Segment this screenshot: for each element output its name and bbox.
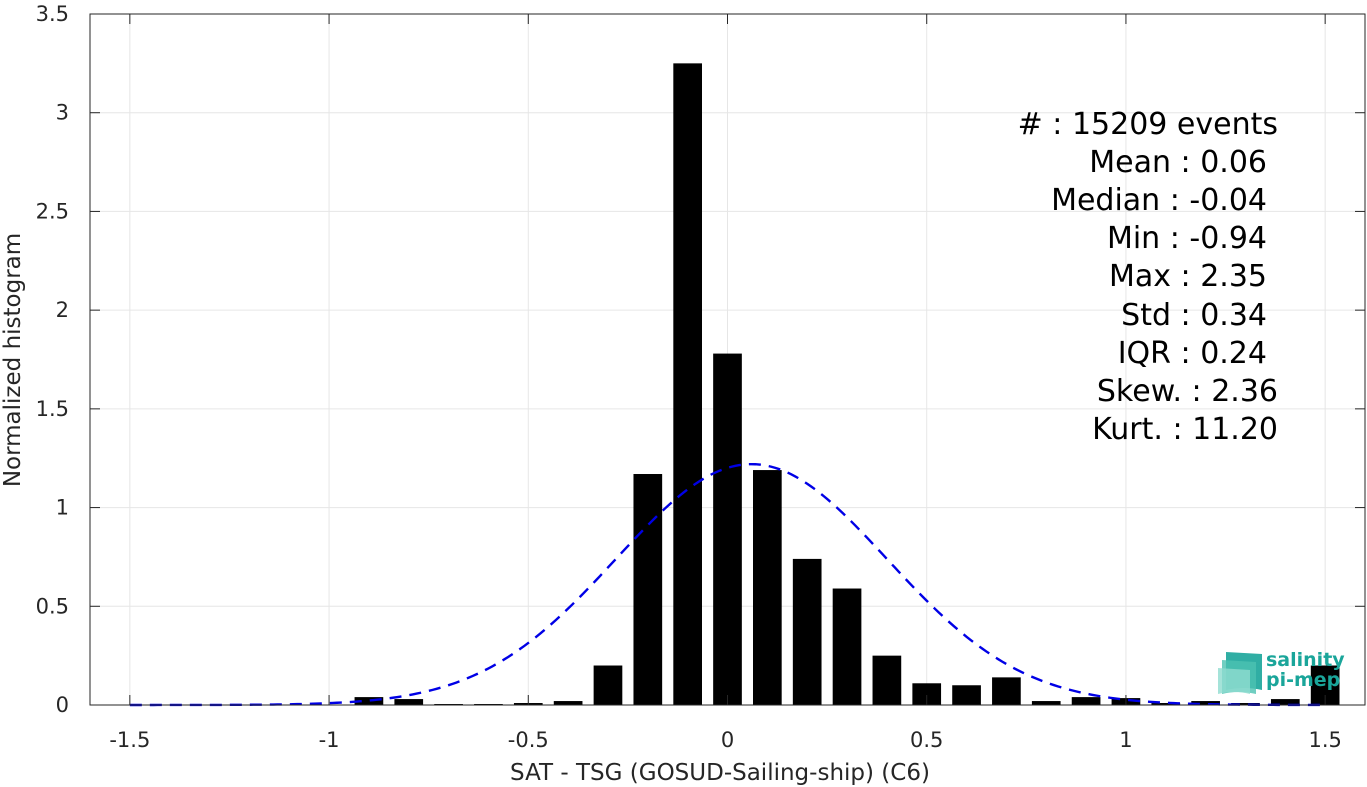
- histogram-bars: [354, 63, 1340, 706]
- x-axis-title: SAT - TSG (GOSUD-Sailing-ship) (C6): [510, 760, 930, 786]
- histogram-bar: [1031, 701, 1061, 705]
- histogram-bar: [673, 63, 702, 706]
- stats-skew: Skew. : 2.36: [1097, 374, 1278, 409]
- histogram-bar: [753, 470, 782, 705]
- histogram-bar: [912, 683, 942, 705]
- y-axis-title: Normalized histogram: [0, 233, 26, 487]
- stats-median: Median : -0.04: [1051, 183, 1267, 218]
- stats-kurt: Kurt. : 11.20: [1092, 412, 1278, 447]
- histogram-bar: [832, 588, 862, 705]
- y-tick-label: 3.5: [36, 2, 69, 26]
- x-tick-label: 1.5: [1308, 728, 1341, 752]
- histogram-bar: [354, 697, 384, 705]
- stats-mean: Mean : 0.06: [1089, 145, 1267, 180]
- y-tick-label: 0.5: [36, 594, 69, 618]
- histogram-bar: [394, 699, 424, 705]
- logo-line1: salinity: [1266, 649, 1345, 671]
- histogram-bar: [1151, 703, 1181, 705]
- logo-line2: pi-mep: [1266, 669, 1340, 691]
- stats-std: Std : 0.34: [1121, 298, 1267, 333]
- stats-max: Max : 2.35: [1109, 259, 1267, 294]
- x-tick-label: -0.5: [508, 728, 549, 752]
- stats-box: # : 15209 events Mean : 0.06 Median : -0…: [1018, 107, 1278, 447]
- histogram-bar: [1270, 699, 1300, 705]
- histogram-bar: [952, 685, 981, 705]
- stats-iqr: IQR : 0.24: [1118, 336, 1267, 371]
- histogram-bar: [792, 558, 822, 705]
- stats-min: Min : -0.94: [1107, 221, 1267, 256]
- wave-icon: [1218, 652, 1262, 694]
- histogram-bar: [1231, 703, 1260, 705]
- stats-events: # : 15209 events: [1018, 107, 1278, 142]
- histogram-bar: [1071, 697, 1101, 705]
- axes: [89, 13, 1366, 706]
- x-tick-label: 0: [721, 728, 734, 752]
- x-tick-label: -1.5: [109, 728, 150, 752]
- x-tick-label: 0.5: [910, 728, 943, 752]
- y-tick-labels: 0 0.5 1 1.5 2 2.5 3 3.5: [36, 2, 69, 717]
- y-tick-label: 1: [56, 496, 69, 520]
- y-tick-label: 3: [56, 101, 69, 125]
- salinity-pimep-logo: salinity pi-mep: [1218, 649, 1345, 694]
- x-tick-label: 1: [1119, 728, 1132, 752]
- x-tick-labels: -1.5 -1 -0.5 0 0.5 1 1.5: [109, 728, 1342, 752]
- y-tick-label: 1.5: [36, 397, 69, 421]
- histogram-bar: [593, 665, 623, 705]
- x-tick-label: -1: [319, 728, 340, 752]
- y-tick-label: 0: [56, 693, 69, 717]
- histogram-bar: [992, 677, 1021, 705]
- histogram-bar: [553, 701, 583, 705]
- histogram-bar: [713, 353, 742, 705]
- y-tick-label: 2.5: [36, 199, 69, 223]
- histogram-bar: [872, 655, 902, 705]
- histogram-bar: [633, 474, 663, 705]
- histogram-bar: [1191, 701, 1220, 705]
- y-tick-label: 2: [56, 298, 69, 322]
